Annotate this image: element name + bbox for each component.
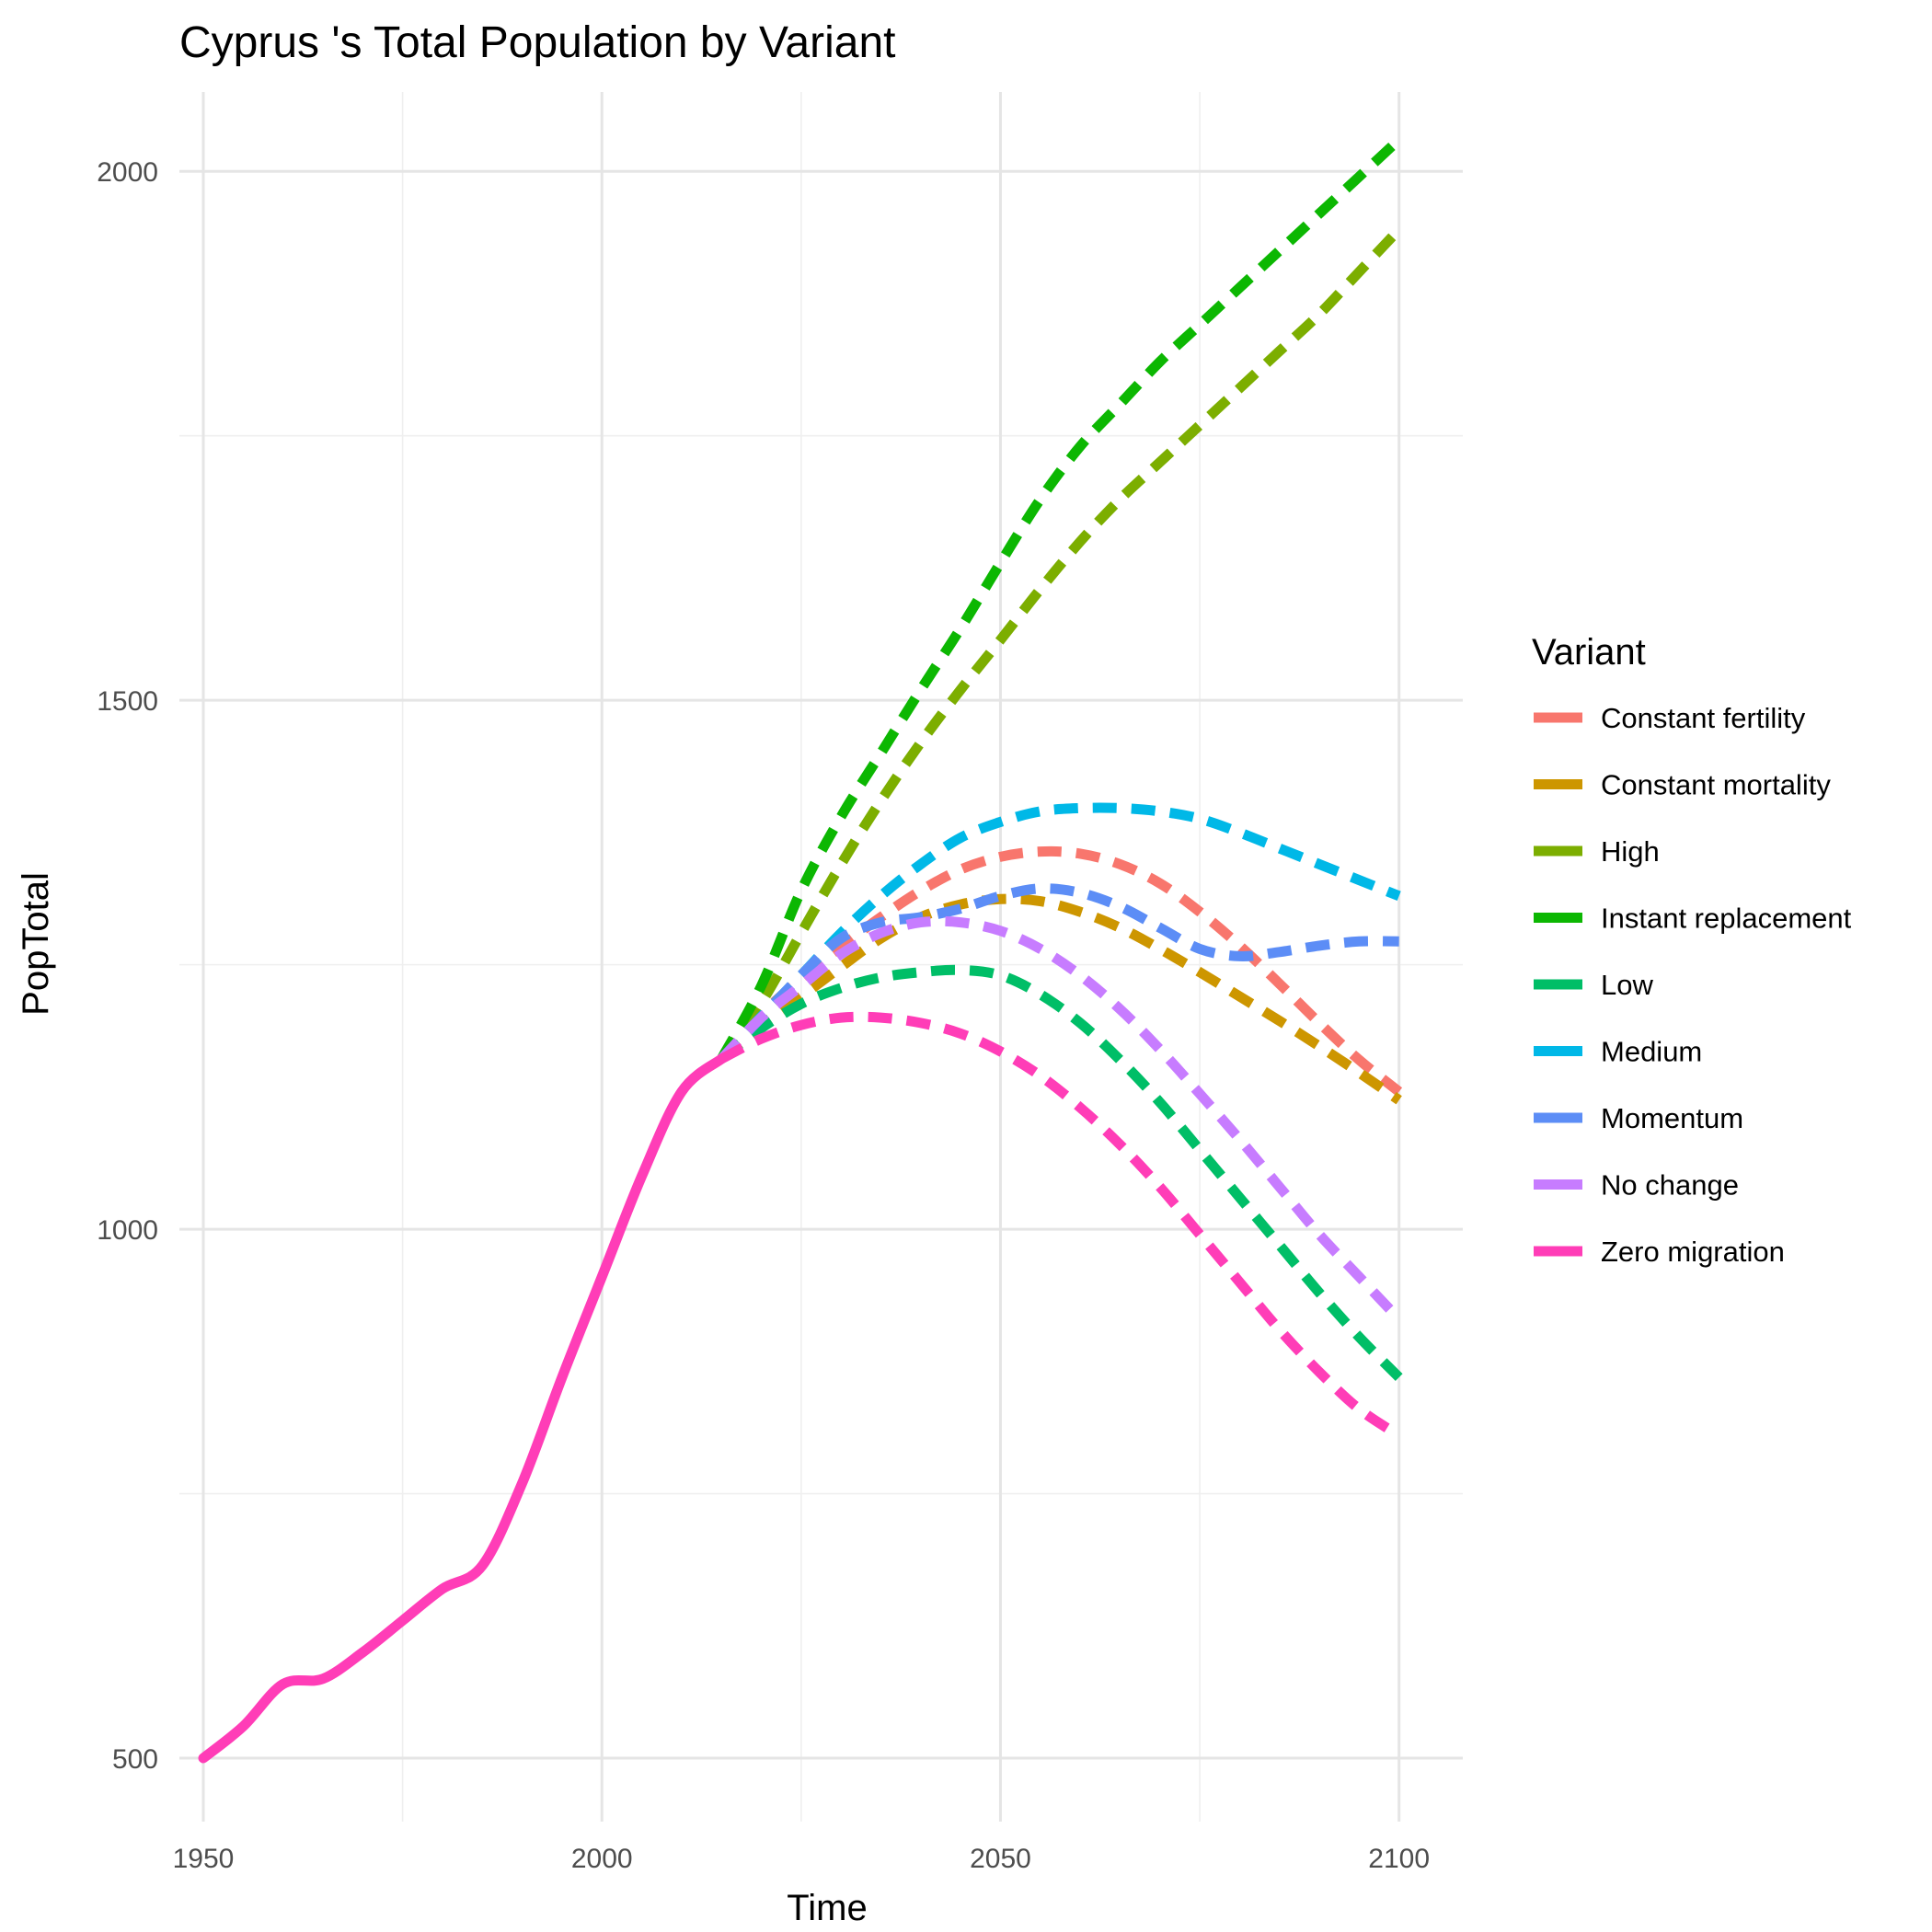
legend-label-no-change: No change: [1601, 1169, 1739, 1202]
legend-label-high: High: [1601, 835, 1660, 868]
history-line: [198, 1053, 727, 1764]
series-line-no-change: [718, 915, 1403, 1323]
series-line-zero-migration: [719, 1011, 1402, 1440]
legend-label-instant-replacement: Instant replacement: [1601, 903, 1852, 935]
legend-label-low: Low: [1601, 969, 1653, 1001]
plot-grid: [179, 92, 1463, 1822]
x-axis-tick-labels: 1950 2000 2050 2100: [173, 1844, 1430, 1874]
series-line-constant-fertility: [718, 845, 1403, 1096]
chart-title: Cyprus 's Total Population by Variant: [179, 18, 895, 67]
x-tick-label: 2000: [571, 1844, 633, 1874]
x-tick-label: 1950: [173, 1844, 235, 1874]
y-axis-tick-labels: 500 1000 1500 2000: [97, 157, 158, 1775]
series-line-high: [717, 225, 1403, 1063]
series-line-constant-mortality: [718, 893, 1402, 1105]
legend: Variant Constant fertility Constant morta…: [1532, 632, 1852, 1268]
legend-label-momentum: Momentum: [1601, 1102, 1743, 1134]
x-tick-label: 2100: [1368, 1844, 1430, 1874]
y-tick-label: 1500: [97, 686, 158, 717]
y-tick-label: 1000: [97, 1215, 158, 1246]
y-tick-label: 2000: [97, 157, 158, 188]
legend-label-zero-migration: Zero migration: [1601, 1236, 1785, 1268]
y-tick-label: 500: [112, 1744, 158, 1775]
y-axis-title: PopTotal: [16, 872, 56, 1016]
legend-title: Variant: [1532, 632, 1646, 673]
series-line-momentum: [718, 883, 1399, 1063]
x-axis-title: Time: [787, 1888, 867, 1928]
plot-lines: [198, 135, 1403, 1764]
x-tick-label: 2050: [970, 1844, 1031, 1874]
series-line-instant-replacement: [717, 135, 1403, 1062]
legend-label-constant-mortality: Constant mortality: [1601, 769, 1831, 801]
legend-label-constant-fertility: Constant fertility: [1601, 702, 1806, 734]
legend-label-medium: Medium: [1601, 1036, 1702, 1068]
series-line-low: [718, 964, 1403, 1381]
